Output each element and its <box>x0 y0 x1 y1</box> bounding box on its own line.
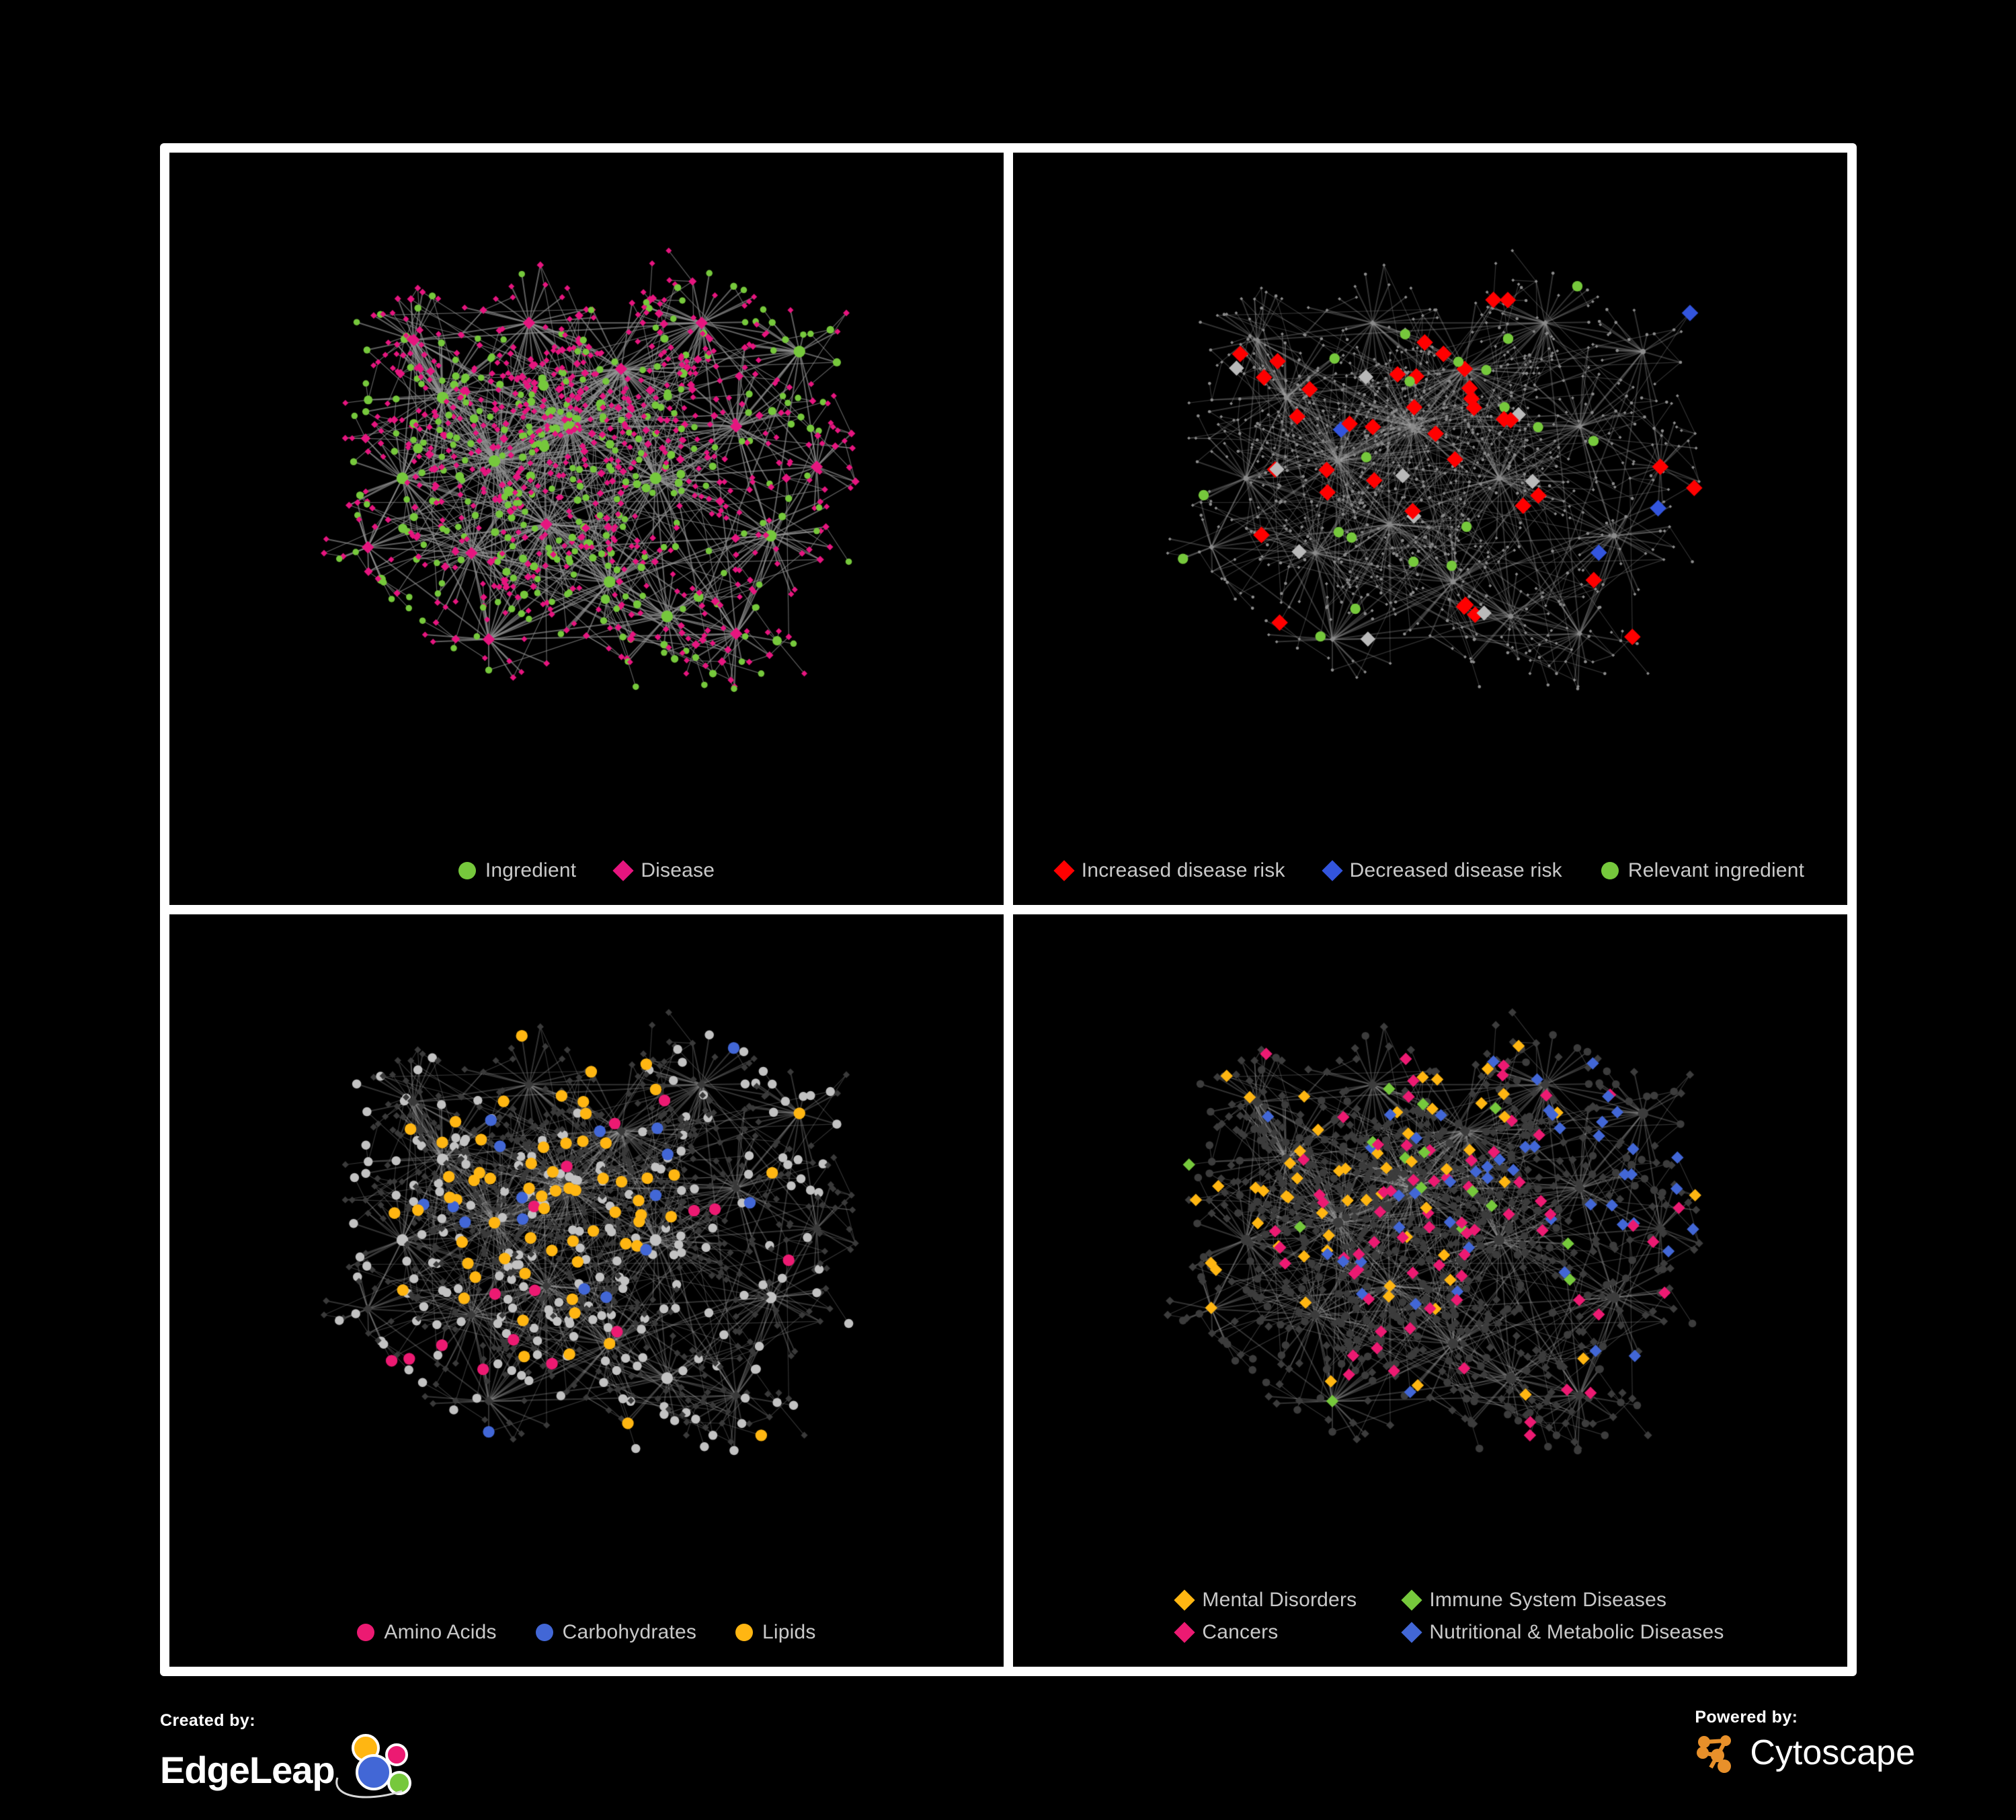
disease-diamond-icon <box>612 860 634 881</box>
panel-disease-class-network[interactable]: Mental Disorders Immune System Diseases … <box>1013 914 1847 1667</box>
legend-label: Lipids <box>762 1621 816 1643</box>
edgeleap-logo: EdgeLeap <box>160 1733 442 1807</box>
legend-panel-a: Ingredient Disease <box>169 859 1004 882</box>
legend-label: Immune System Diseases <box>1429 1589 1667 1611</box>
mental-disorders-diamond-icon <box>1174 1589 1196 1611</box>
legend-item[interactable]: Carbohydrates <box>535 1621 697 1644</box>
legend-label: Decreased disease risk <box>1349 859 1562 881</box>
legend-panel-d: Mental Disorders Immune System Diseases … <box>1013 1589 1847 1644</box>
legend-item[interactable]: Ingredient <box>458 859 576 882</box>
ingredient-circle-icon <box>458 862 476 879</box>
legend-item[interactable]: Increased disease risk <box>1053 859 1285 882</box>
legend-item[interactable]: Decreased disease risk <box>1322 859 1562 882</box>
legend-item[interactable]: Immune System Diseases <box>1401 1589 1724 1612</box>
created-by-edgeleap-branding: Created by: EdgeLeap <box>160 1711 442 1805</box>
increased-risk-diamond-icon <box>1053 860 1075 881</box>
amino-acids-circle-icon <box>357 1624 375 1641</box>
relevant-ingredient-circle-icon <box>1601 862 1619 879</box>
panel-disease-risk-network[interactable]: Increased disease risk Decreased disease… <box>1013 153 1847 905</box>
legend-label: Cancers <box>1202 1621 1279 1643</box>
legend-item[interactable]: Mental Disorders <box>1174 1589 1357 1612</box>
panel-nutrient-class-network[interactable]: Amino Acids Carbohydrates Lipids <box>169 914 1004 1667</box>
legend-label: Increased disease risk <box>1081 859 1285 881</box>
legend-label: Amino Acids <box>384 1621 497 1643</box>
powered-by-caption: Powered by: <box>1695 1708 1798 1727</box>
carbohydrates-circle-icon <box>535 1624 553 1641</box>
legend-label: Ingredient <box>485 859 577 881</box>
lipids-circle-icon <box>735 1624 754 1641</box>
legend-label: Carbohydrates <box>562 1621 697 1643</box>
legend-item[interactable]: Nutritional & Metabolic Diseases <box>1401 1621 1724 1644</box>
edgeleap-wordmark: EdgeLeap <box>160 1749 335 1791</box>
legend-item[interactable]: Disease <box>612 859 715 882</box>
cytoscape-wordmark: Cytoscape <box>1750 1733 1915 1772</box>
immune-system-diseases-diamond-icon <box>1401 1589 1422 1611</box>
legend-label: Disease <box>641 859 715 881</box>
legend-item[interactable]: Cancers <box>1174 1621 1357 1644</box>
network-canvas-a[interactable] <box>169 153 1004 905</box>
figure-frame: Ingredient Disease Increased disease ris… <box>160 143 1857 1676</box>
legend-item[interactable]: Lipids <box>735 1621 816 1644</box>
legend-item[interactable]: Relevant ingredient <box>1601 859 1804 882</box>
edgeleap-graph-icon <box>335 1734 411 1798</box>
nutritional-metabolic-diseases-diamond-icon <box>1401 1622 1422 1643</box>
cancers-diamond-icon <box>1174 1622 1196 1643</box>
legend-item[interactable]: Amino Acids <box>357 1621 496 1644</box>
created-by-caption: Created by: <box>160 1711 255 1730</box>
legend-panel-c: Amino Acids Carbohydrates Lipids <box>169 1621 1004 1644</box>
legend-label: Mental Disorders <box>1202 1589 1357 1611</box>
network-canvas-d[interactable] <box>1013 914 1847 1667</box>
network-canvas-c[interactable] <box>169 914 1004 1667</box>
cytoscape-logo: Cytoscape <box>1695 1730 1915 1776</box>
powered-by-cytoscape-branding: Powered by: Cytoscape <box>1695 1708 1915 1802</box>
legend-label: Nutritional & Metabolic Diseases <box>1429 1621 1724 1643</box>
decreased-risk-diamond-icon <box>1322 860 1343 881</box>
panel-ingredient-disease-network[interactable]: Ingredient Disease <box>169 153 1004 905</box>
network-canvas-b[interactable] <box>1013 153 1847 905</box>
legend-label: Relevant ingredient <box>1627 859 1805 881</box>
cytoscape-network-icon <box>1697 1735 1732 1773</box>
legend-panel-b: Increased disease risk Decreased disease… <box>1013 859 1847 882</box>
